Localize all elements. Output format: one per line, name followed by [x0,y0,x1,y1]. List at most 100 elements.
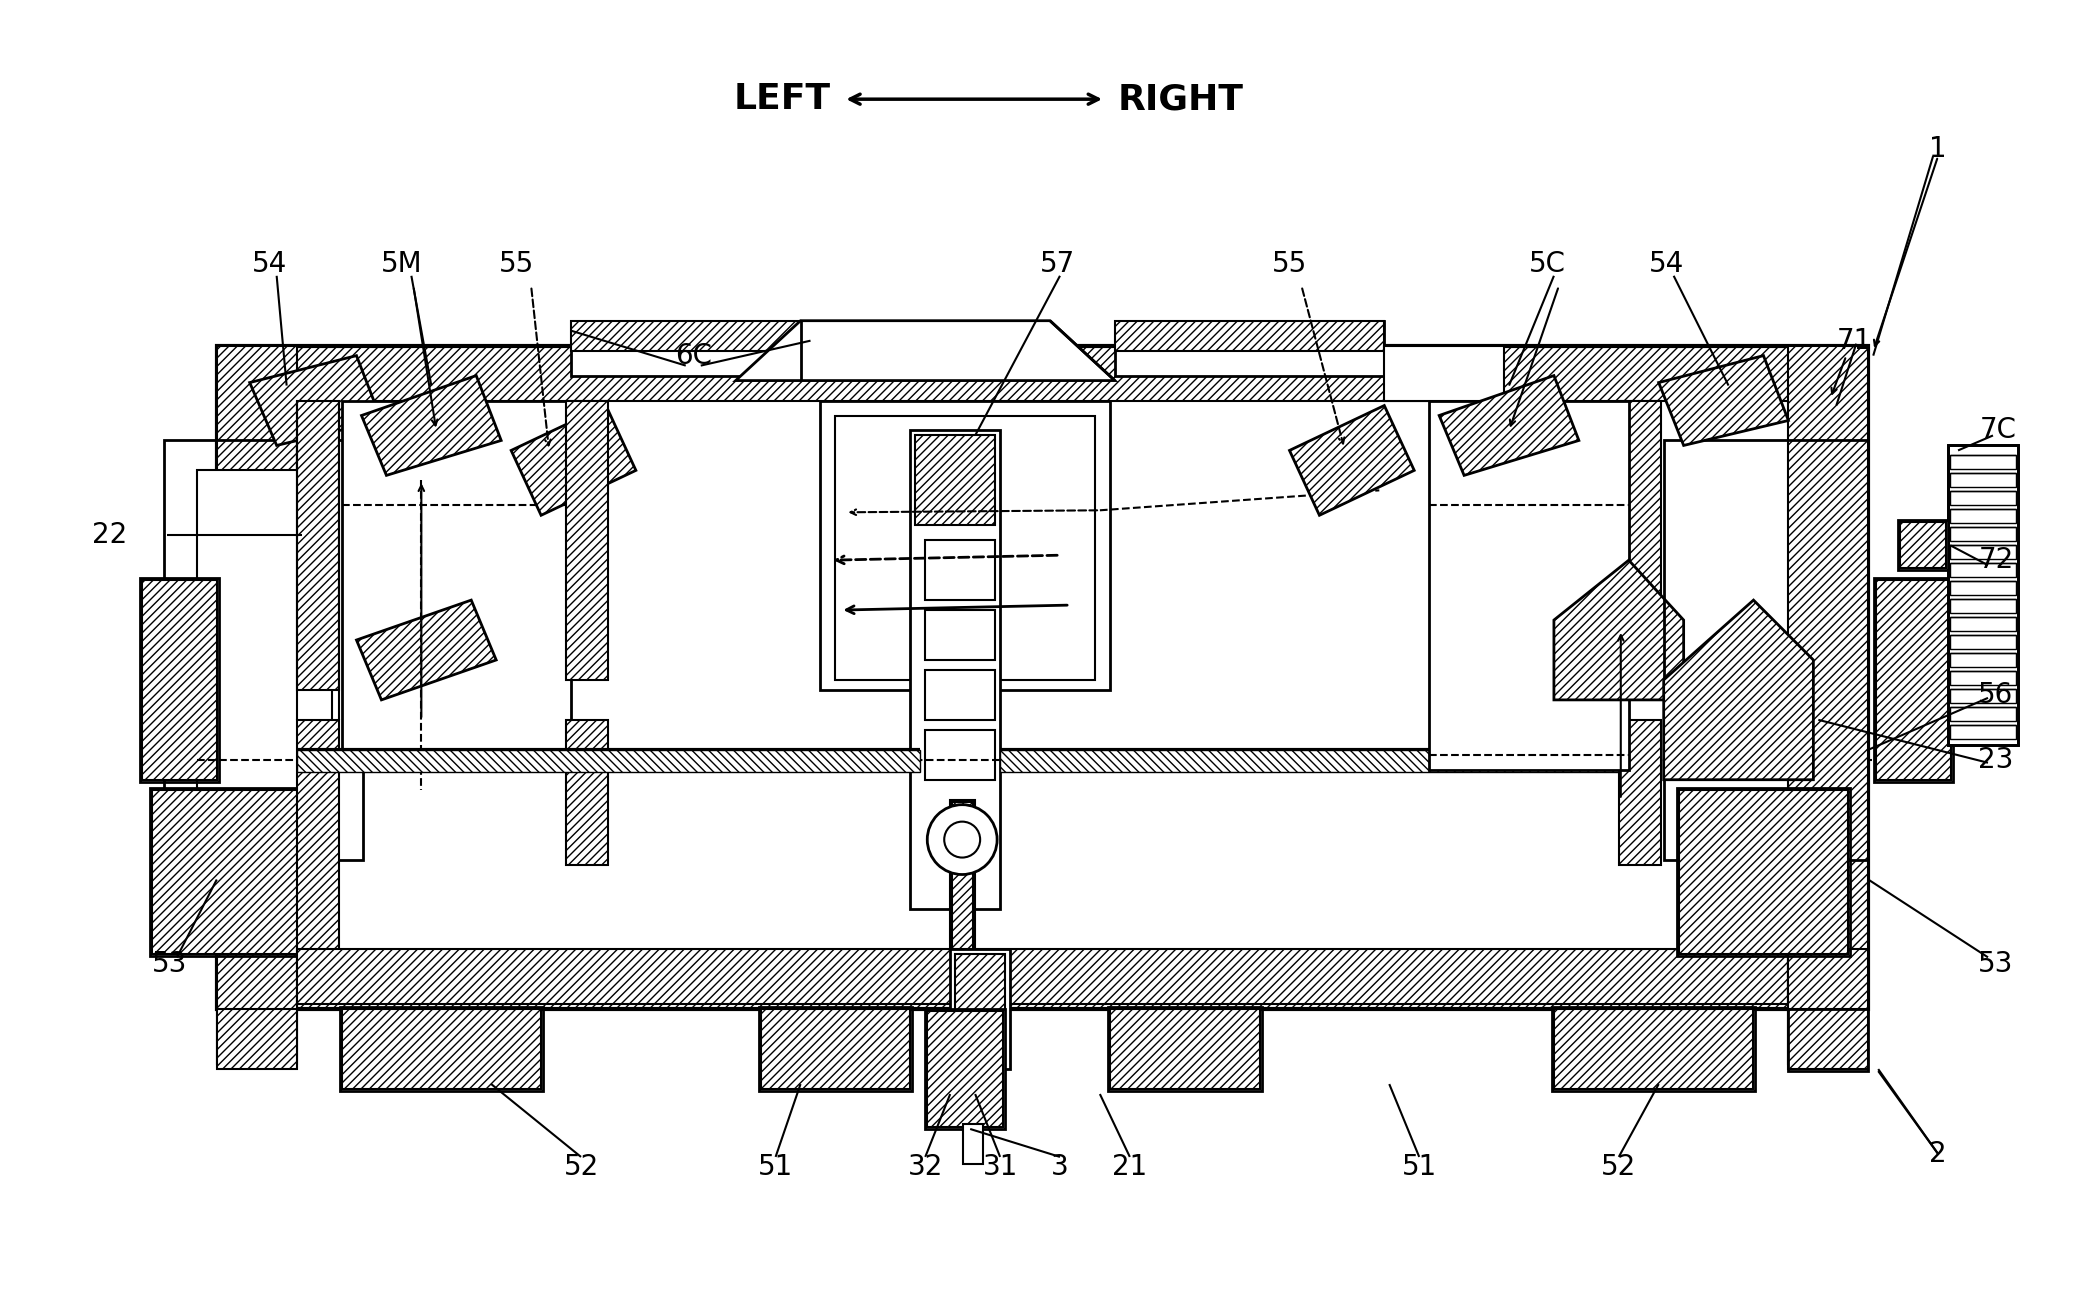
Bar [296,750,920,772]
Bar [1000,750,1638,772]
Bar [1109,1008,1262,1091]
Text: 23: 23 [1978,746,2014,774]
Text: 54: 54 [1648,250,1684,278]
Bar [1949,446,2018,745]
Text: 57: 57 [1040,250,1075,278]
Bar [1951,725,2016,738]
Bar [216,346,1869,1009]
Polygon shape [1438,376,1579,476]
Bar [1951,689,2016,703]
Bar [1951,634,2016,649]
Bar [1951,581,2016,595]
Bar [760,1009,909,1089]
Bar [1552,1008,1756,1091]
Bar [1951,545,2016,559]
Circle shape [928,805,998,875]
Text: 54: 54 [252,250,288,278]
Bar [567,720,607,864]
Text: 31: 31 [983,1153,1018,1180]
Text: 5C: 5C [1529,250,1564,278]
Polygon shape [510,406,636,515]
Bar [1898,520,1949,571]
Text: 21: 21 [1113,1153,1147,1180]
Bar [141,578,218,781]
Bar [571,321,800,376]
Bar [216,954,1869,1009]
Bar [164,441,363,859]
Bar [909,430,1000,910]
Text: 51: 51 [1401,1153,1436,1180]
Bar [1951,599,2016,614]
Bar [966,1014,995,1095]
Bar [216,346,1869,400]
Bar [296,400,338,690]
Bar [149,788,323,957]
Polygon shape [735,321,1115,381]
Bar [1430,400,1630,770]
Circle shape [958,1027,1002,1071]
Bar [1619,720,1661,864]
Bar [1676,788,1850,957]
Bar [296,949,1789,1004]
Bar [216,346,296,1009]
Bar [1115,321,1384,376]
Bar [296,720,338,954]
Bar [1951,473,2016,488]
Bar [340,1008,544,1091]
Bar [1951,491,2016,506]
Bar [1875,580,1951,780]
Bar [1951,707,2016,720]
Bar [926,1009,1006,1128]
Bar [151,789,321,954]
Bar [821,400,1111,690]
Text: 22: 22 [92,521,128,549]
Text: 2: 2 [1930,1140,1947,1167]
Bar [758,1008,911,1091]
Polygon shape [1659,356,1789,446]
Text: RIGHT: RIGHT [1117,82,1243,116]
Text: 72: 72 [1978,546,2014,575]
Bar [216,1009,296,1069]
Bar [1678,789,1848,954]
Text: 5M: 5M [380,250,422,278]
Bar [1873,578,1953,781]
Bar [926,670,995,720]
Bar [836,416,1094,680]
Bar [1951,455,2016,469]
Text: 56: 56 [1978,681,2014,709]
Bar [143,580,216,780]
Bar [964,1124,983,1164]
Text: 53: 53 [151,950,187,979]
Text: 32: 32 [907,1153,943,1180]
Polygon shape [1554,560,1684,699]
Polygon shape [361,376,502,476]
Bar [1789,1009,1869,1069]
Bar [951,802,972,997]
Bar [1111,1009,1260,1089]
Bar [1951,618,2016,630]
Bar [1789,1009,1869,1071]
Circle shape [945,822,981,858]
Bar [916,436,995,525]
Text: 1: 1 [1930,135,1947,162]
Text: 53: 53 [1978,950,2014,979]
Text: 55: 55 [498,250,533,278]
Text: 71: 71 [1838,326,1871,355]
Text: 6C: 6C [676,342,712,369]
Bar [1951,563,2016,577]
Bar [1951,528,2016,541]
Polygon shape [1289,406,1413,515]
Text: 52: 52 [563,1153,598,1180]
Text: LEFT: LEFT [733,82,830,116]
Polygon shape [1663,601,1814,780]
Bar [1951,671,2016,685]
Bar [1619,400,1661,690]
Bar [197,471,332,829]
Bar [949,800,974,1000]
Bar [342,1009,542,1089]
Bar [1951,653,2016,667]
Bar [949,949,1010,1069]
Bar [926,729,995,780]
Bar [1949,446,2018,745]
Text: 55: 55 [1273,250,1306,278]
